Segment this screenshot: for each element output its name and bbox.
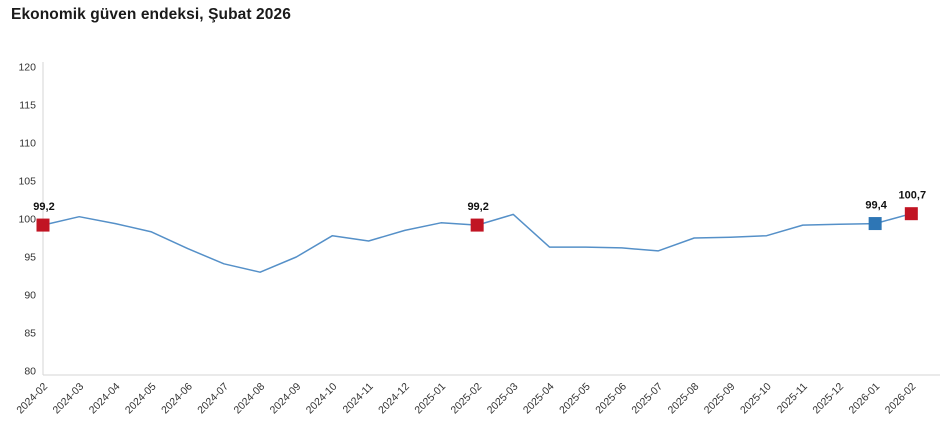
y-axis-label: 120 [18, 62, 36, 74]
x-axis-label: 2024-07 [195, 381, 231, 417]
x-axis-label: 2025-09 [702, 381, 738, 417]
x-axis-label: 2025-03 [485, 381, 521, 417]
x-axis-label: 2025-04 [521, 381, 557, 417]
data-point-marker[interactable] [868, 217, 882, 231]
y-axis-label: 95 [24, 252, 36, 264]
x-axis-label: 2024-04 [87, 381, 123, 417]
x-axis-label: 2024-12 [376, 381, 412, 417]
x-axis-label: 2024-08 [231, 381, 267, 417]
x-axis-label: 2025-10 [738, 381, 774, 417]
x-axis-label: 2024-11 [341, 381, 376, 416]
data-point-label: 99,4 [865, 200, 887, 212]
y-axis-label: 100 [18, 214, 36, 226]
data-point-label: 99,2 [33, 201, 54, 213]
data-point-label: 99,2 [467, 201, 488, 213]
data-point-marker[interactable] [470, 218, 484, 232]
data-point-marker[interactable] [36, 218, 50, 232]
x-axis-label: 2025-02 [449, 381, 485, 417]
y-axis-label: 90 [24, 290, 36, 302]
data-point-marker[interactable] [904, 207, 918, 221]
x-axis-label: 2026-01 [847, 381, 883, 417]
x-axis-label: 2024-02 [14, 381, 50, 417]
y-axis-label: 105 [18, 176, 36, 188]
y-axis-label: 80 [24, 366, 36, 378]
x-axis-label: 2025-08 [666, 381, 702, 417]
x-axis-label: 2024-09 [268, 381, 304, 417]
x-axis-label: 2025-07 [629, 381, 665, 417]
x-axis-label: 2025-12 [810, 381, 846, 417]
y-axis-label: 115 [19, 100, 36, 112]
x-axis-label: 2025-06 [593, 381, 629, 417]
x-axis-label: 2026-02 [883, 381, 919, 417]
data-point-label: 100,7 [899, 190, 927, 202]
x-axis-label: 2025-05 [557, 381, 593, 417]
chart-title: Ekonomik güven endeksi, Şubat 2026 [11, 6, 291, 23]
x-axis-label: 2025-01 [412, 381, 448, 417]
x-axis-label: 2024-10 [304, 381, 340, 417]
x-axis-label: 2025-11 [775, 381, 810, 416]
x-axis-label: 2024-03 [51, 381, 87, 417]
y-axis-label: 110 [19, 138, 36, 150]
x-axis-label: 2024-05 [123, 381, 159, 417]
y-axis-label: 85 [24, 328, 36, 340]
x-axis-label: 2024-06 [159, 381, 195, 417]
